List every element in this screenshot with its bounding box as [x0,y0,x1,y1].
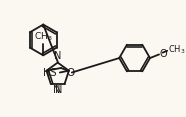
Text: O: O [66,68,74,77]
Text: N: N [53,85,60,95]
Text: N: N [54,51,61,61]
Text: HS: HS [43,68,56,77]
Text: CH$_3$: CH$_3$ [168,44,186,56]
Text: CH$_3$: CH$_3$ [34,30,52,43]
Text: O: O [160,49,168,58]
Text: N: N [55,85,63,95]
